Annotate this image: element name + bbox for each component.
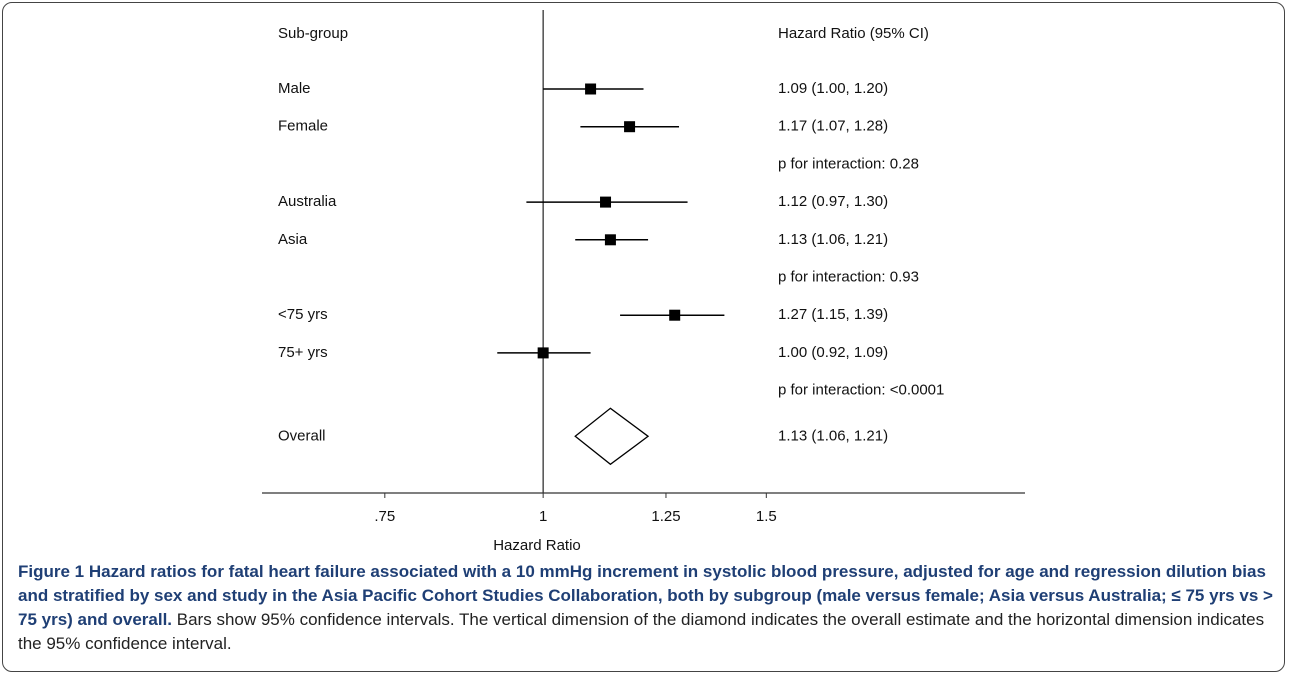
point-estimate xyxy=(585,83,597,95)
value-label: 1.13 (1.06, 1.21) xyxy=(778,427,888,444)
value-label: 1.12 (0.97, 1.30) xyxy=(778,193,888,210)
value-label: 1.00 (0.92, 1.09) xyxy=(778,344,888,361)
x-tick-label: 1.25 xyxy=(651,508,680,525)
x-axis-label: Hazard Ratio xyxy=(493,537,581,554)
point-estimate xyxy=(669,309,681,321)
value-label: 1.09 (1.00, 1.20) xyxy=(778,80,888,97)
point-estimate xyxy=(604,234,616,246)
category-label: Australia xyxy=(278,193,337,210)
chart: Sub-group Hazard Ratio (95% CI) Hazard R… xyxy=(262,10,1025,554)
x-tick-label: .75 xyxy=(374,508,395,525)
column-header: Sub-group xyxy=(278,25,348,42)
category-label: Female xyxy=(278,118,328,135)
category-label: Male xyxy=(278,80,311,97)
category-label: Asia xyxy=(278,231,308,248)
point-estimate xyxy=(537,347,549,359)
annotation: p for interaction: 0.93 xyxy=(778,268,919,285)
point-estimate xyxy=(600,196,612,208)
point-estimate xyxy=(624,121,636,133)
value-label: 1.27 (1.15, 1.39) xyxy=(778,306,888,323)
category-label: Overall xyxy=(278,427,326,444)
value-label: 1.17 (1.07, 1.28) xyxy=(778,118,888,135)
column-header: Hazard Ratio (95% CI) xyxy=(778,25,929,42)
category-label: <75 yrs xyxy=(278,306,328,323)
annotation: p for interaction: <0.0001 xyxy=(778,382,944,399)
x-tick-label: 1.5 xyxy=(756,508,777,525)
x-tick-label: 1 xyxy=(539,508,547,525)
overall-diamond xyxy=(574,407,650,466)
value-label: 1.13 (1.06, 1.21) xyxy=(778,231,888,248)
caption-text: Bars show 95% confidence intervals. The … xyxy=(18,610,1265,653)
annotation: p for interaction: 0.28 xyxy=(778,155,919,172)
caption: Figure 1 Hazard ratios for fatal heart f… xyxy=(18,560,1273,656)
caption-title: Figure 1 Hazard ratios for fatal heart f… xyxy=(18,562,1273,629)
category-label: 75+ yrs xyxy=(278,344,328,361)
